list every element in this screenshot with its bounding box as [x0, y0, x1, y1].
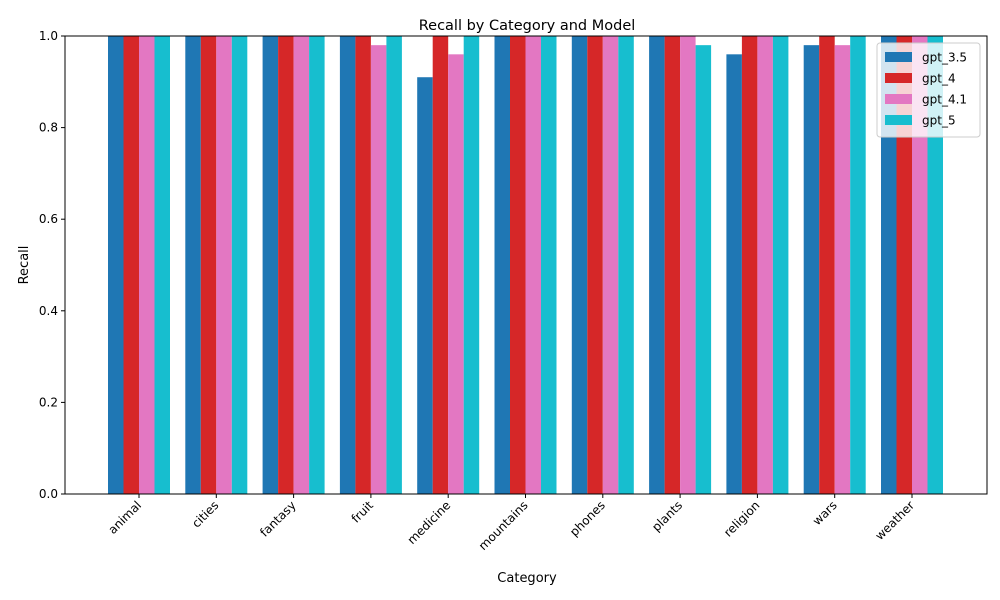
chart-title: Recall by Category and Model	[419, 18, 636, 34]
bar-gpt_4-phones	[587, 36, 603, 494]
bar-gpt_3.5-wars	[803, 45, 820, 494]
bars-group	[108, 36, 943, 494]
bar-gpt_3.5-animal	[108, 36, 124, 494]
legend-swatch-gpt_4.1	[885, 94, 912, 104]
bar-gpt_4-plants	[664, 36, 681, 494]
bar-gpt_4-mountains	[510, 36, 526, 494]
bar-gpt_5-religion	[772, 36, 789, 494]
bar-gpt_4-weather	[896, 36, 912, 494]
bar-gpt_4.1-religion	[757, 36, 773, 494]
y-tick-label: 0.2	[39, 395, 58, 409]
bar-gpt_4.1-animal	[139, 36, 155, 494]
bar-gpt_5-phones	[618, 36, 634, 494]
bar-gpt_3.5-religion	[726, 54, 742, 494]
bar-gpt_3.5-fantasy	[262, 36, 279, 494]
bar-gpt_5-mountains	[541, 36, 557, 494]
bar-gpt_4-religion	[741, 36, 758, 494]
bar-gpt_3.5-medicine	[417, 77, 433, 494]
bar-gpt_3.5-phones	[571, 36, 588, 494]
bar-gpt_4.1-medicine	[448, 54, 464, 494]
bar-gpt_4-fantasy	[278, 36, 294, 494]
y-tick-label: 0.4	[39, 304, 58, 318]
bar-gpt_4.1-fantasy	[293, 36, 310, 494]
bar-gpt_5-cities	[231, 36, 248, 494]
bar-gpt_3.5-weather	[881, 36, 897, 494]
bar-gpt_4-cities	[200, 36, 217, 494]
bar-gpt_3.5-fruit	[339, 36, 356, 494]
legend-swatch-gpt_3.5	[885, 52, 912, 62]
bar-gpt_4.1-plants	[680, 36, 696, 494]
bar-gpt_5-wars	[850, 36, 866, 494]
y-tick-label: 0.0	[39, 487, 58, 501]
bar-gpt_3.5-mountains	[494, 36, 510, 494]
bar-gpt_5-fantasy	[309, 36, 325, 494]
bar-gpt_4.1-cities	[216, 36, 232, 494]
bar-gpt_3.5-cities	[185, 36, 201, 494]
bar-gpt_5-fruit	[386, 36, 402, 494]
legend: gpt_3.5 gpt_4 gpt_4.1 gpt_5	[876, 42, 981, 138]
y-axis-label: Recall	[17, 246, 32, 285]
legend-box	[876, 42, 981, 138]
bar-gpt_4.1-fruit	[370, 45, 387, 494]
legend-label-gpt_3.5: gpt_3.5	[922, 51, 967, 65]
bar-gpt_5-animal	[154, 36, 170, 494]
bar-gpt_4.1-phones	[602, 36, 619, 494]
legend-label-gpt_4: gpt_4	[922, 72, 956, 86]
legend-swatch-gpt_4	[885, 73, 912, 83]
bar-gpt_4.1-weather	[912, 36, 928, 494]
y-axis: 0.0 0.2 0.4 0.6 0.8 1.0	[39, 29, 65, 501]
legend-label-gpt_5: gpt_5	[922, 114, 956, 128]
bar-gpt_5-plants	[695, 45, 712, 494]
legend-swatch-gpt_5	[885, 115, 912, 125]
bar-gpt_4-animal	[123, 36, 139, 494]
bar-gpt_4-wars	[819, 36, 835, 494]
bar-gpt_5-weather	[927, 36, 943, 494]
x-axis-label: Category	[497, 571, 557, 586]
bar-gpt_5-medicine	[463, 36, 480, 494]
legend-label-gpt_4.1: gpt_4.1	[922, 93, 967, 107]
y-tick-label: 1.0	[39, 29, 58, 43]
bar-gpt_3.5-plants	[649, 36, 665, 494]
y-tick-label: 0.8	[39, 121, 58, 135]
bar-gpt_4-medicine	[432, 36, 449, 494]
bar-gpt_4.1-wars	[834, 45, 851, 494]
bar-gpt_4.1-mountains	[525, 36, 541, 494]
bar-gpt_4-fruit	[355, 36, 371, 494]
y-tick-label: 0.6	[39, 212, 58, 226]
